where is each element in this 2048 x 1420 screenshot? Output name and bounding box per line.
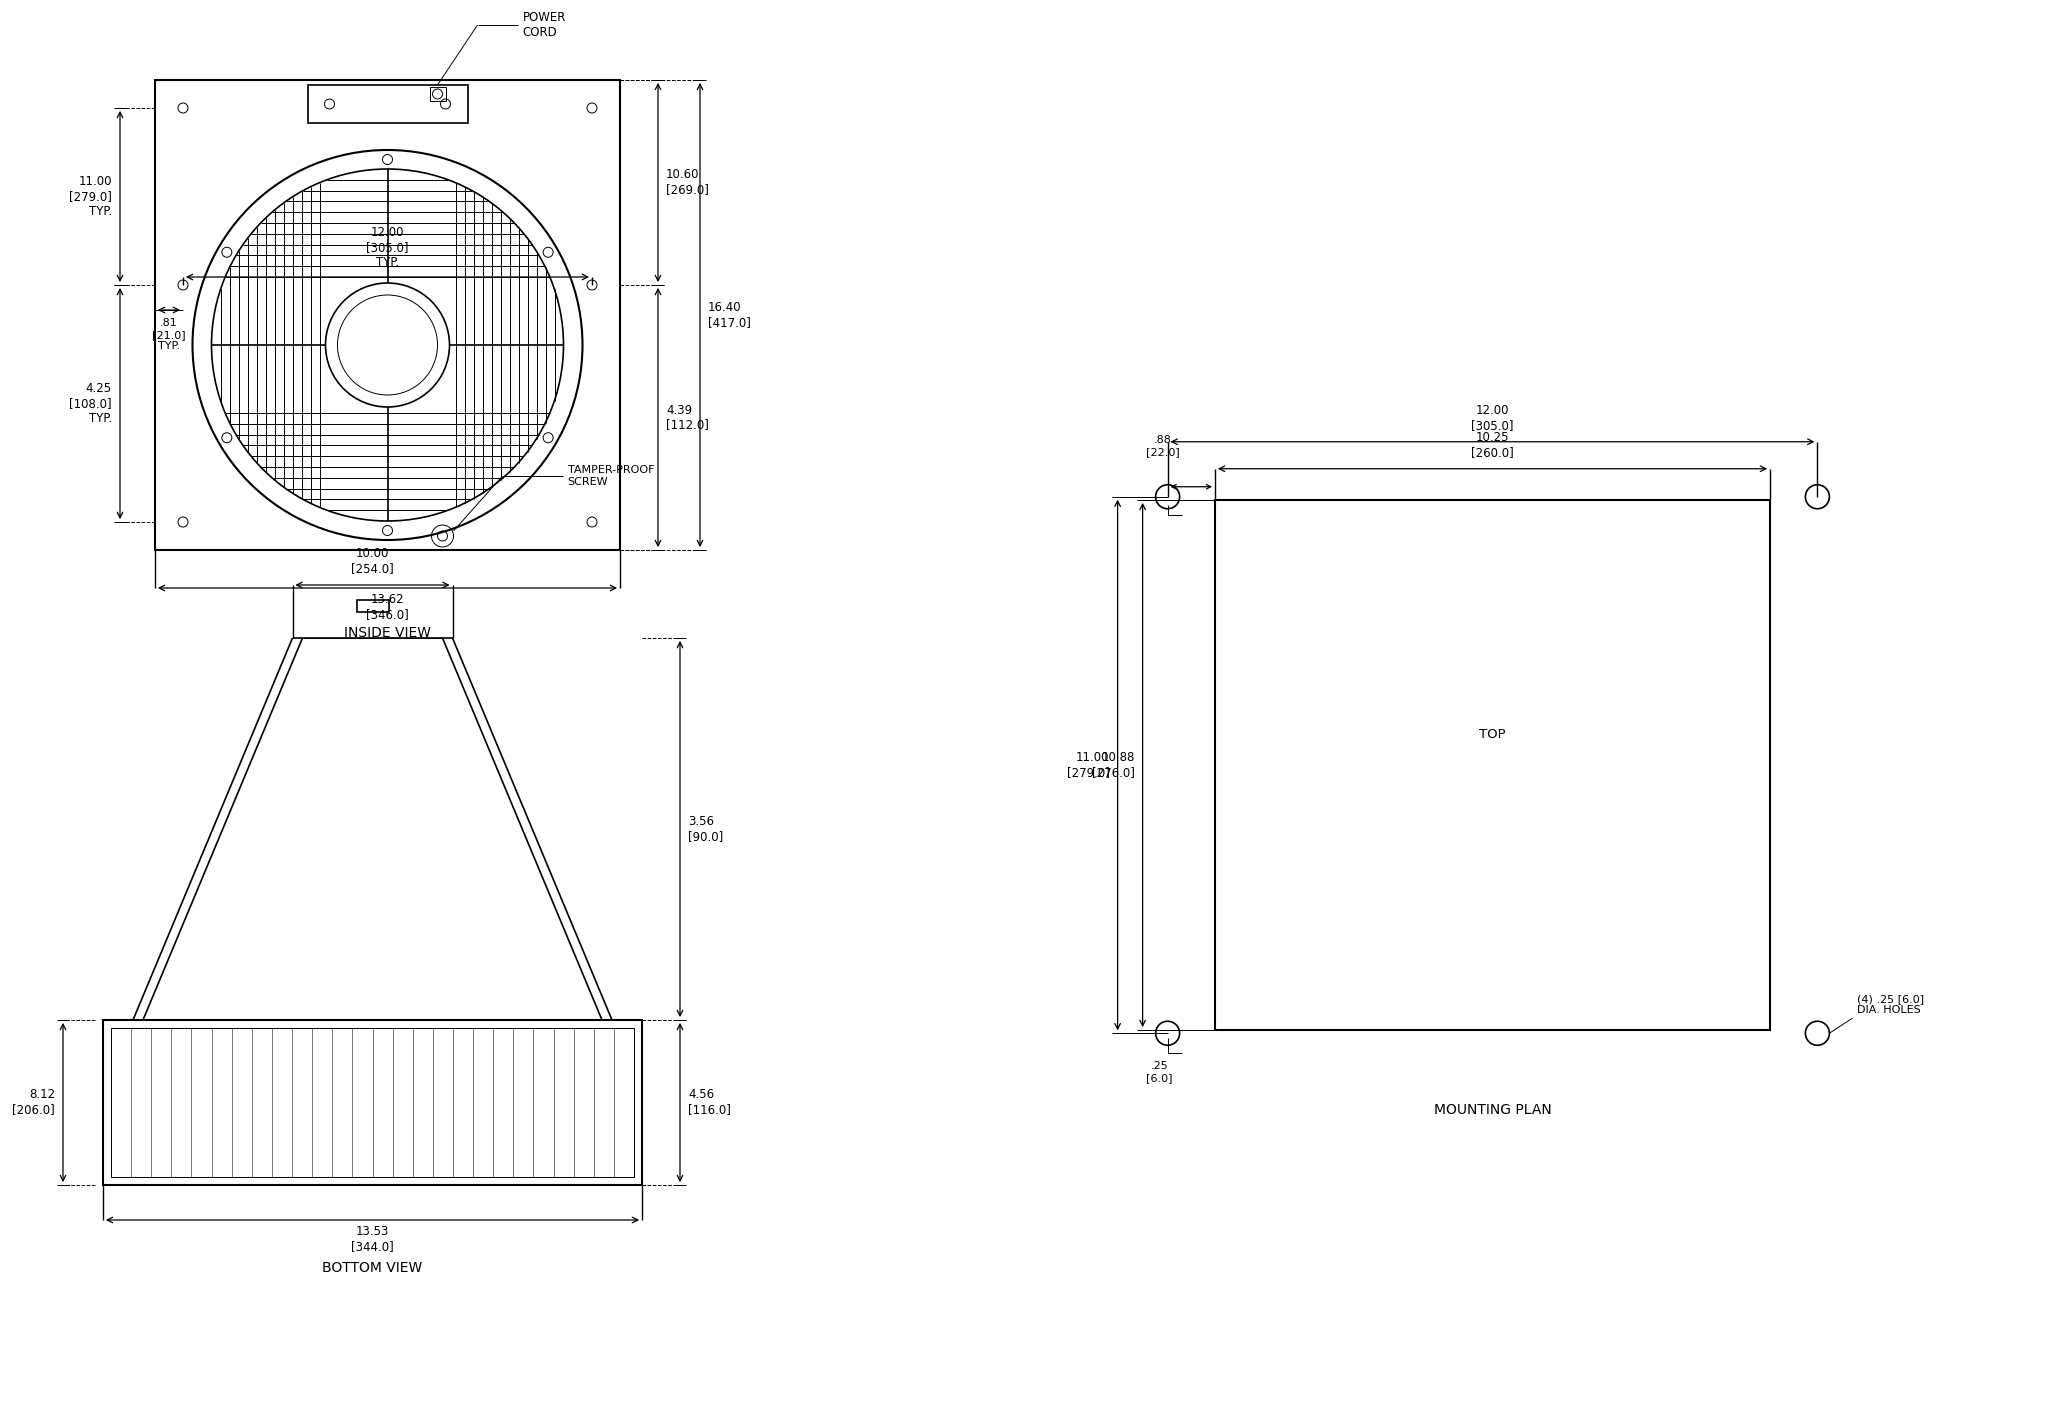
Text: 10.60
[269.0]: 10.60 [269.0] [666, 169, 709, 196]
Bar [156, 80, 621, 550]
Text: 16.40
[417.0]: 16.40 [417.0] [709, 301, 752, 329]
Text: INSIDE VIEW: INSIDE VIEW [344, 626, 430, 640]
Text: 13.53
[344.0]: 13.53 [344.0] [350, 1225, 393, 1252]
Text: 12.00
[305.0]: 12.00 [305.0] [1470, 403, 1513, 432]
Bar [307, 85, 467, 124]
Text: POWER
CORD: POWER CORD [522, 11, 565, 38]
Text: (4) .25 [6.0]
DIA. HOLES: (4) .25 [6.0] DIA. HOLES [1858, 994, 1925, 1015]
Text: 8.12
[206.0]: 8.12 [206.0] [12, 1089, 55, 1116]
Text: 10.25
[260.0]: 10.25 [260.0] [1470, 430, 1513, 459]
Text: TAMPER-PROOF
SCREW: TAMPER-PROOF SCREW [567, 466, 653, 487]
Text: 13.62
[346.0]: 13.62 [346.0] [367, 594, 410, 621]
Bar [102, 1020, 641, 1186]
Text: 11.00
[279.0]
TYP.: 11.00 [279.0] TYP. [70, 175, 113, 219]
Text: TOP: TOP [1479, 728, 1505, 741]
Bar [111, 1028, 635, 1177]
Text: 4.56
[116.0]: 4.56 [116.0] [688, 1089, 731, 1116]
Text: 10.88
[276.0]: 10.88 [276.0] [1092, 751, 1135, 780]
Text: 4.39
[112.0]: 4.39 [112.0] [666, 403, 709, 432]
Text: 3.56
[90.0]: 3.56 [90.0] [688, 815, 723, 843]
Text: BOTTOM VIEW: BOTTOM VIEW [322, 1261, 422, 1275]
Text: MOUNTING PLAN: MOUNTING PLAN [1434, 1103, 1552, 1118]
Text: .81
[21.0]
TYP.: .81 [21.0] TYP. [152, 318, 186, 351]
Bar [1214, 500, 1769, 1030]
Text: .25
[6.0]: .25 [6.0] [1147, 1061, 1174, 1083]
Bar [430, 87, 446, 101]
Text: 4.25
[108.0]
TYP.: 4.25 [108.0] TYP. [70, 382, 113, 425]
Text: 10.00
[254.0]: 10.00 [254.0] [350, 547, 393, 575]
Text: 12.00
[305.0]
TYP.: 12.00 [305.0] TYP. [367, 226, 410, 268]
Text: .88
[22.0]: .88 [22.0] [1145, 435, 1180, 457]
Text: 11.00
[279.0]: 11.00 [279.0] [1067, 751, 1110, 780]
Bar [356, 601, 389, 612]
